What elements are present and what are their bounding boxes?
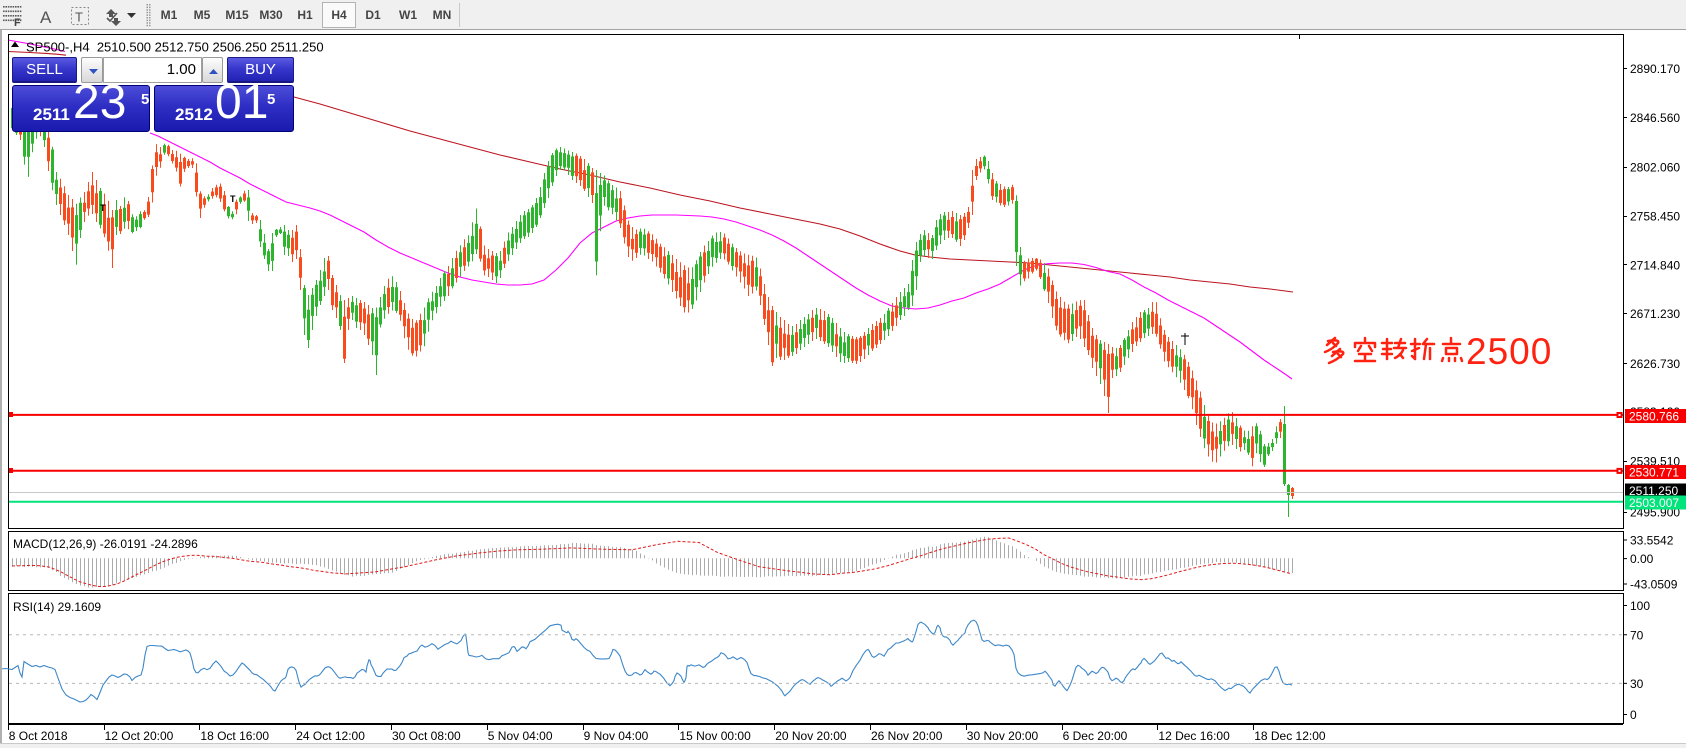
svg-text:2758.450: 2758.450 — [1630, 210, 1680, 224]
svg-text:2500: 2500 — [1466, 331, 1552, 372]
svg-text:26 Nov 20:00: 26 Nov 20:00 — [871, 729, 943, 743]
svg-text:RSI(14) 29.1609: RSI(14) 29.1609 — [13, 600, 101, 614]
svg-text:A: A — [40, 8, 52, 27]
svg-text:18 Oct 16:00: 18 Oct 16:00 — [200, 729, 269, 743]
svg-text:30 Nov 20:00: 30 Nov 20:00 — [967, 729, 1039, 743]
svg-text:0: 0 — [1630, 708, 1637, 722]
svg-text:70: 70 — [1630, 628, 1644, 642]
svg-text:2626.730: 2626.730 — [1630, 357, 1680, 371]
svg-text:30: 30 — [1630, 677, 1644, 691]
svg-text:T: T — [75, 10, 83, 25]
svg-text:20 Nov 20:00: 20 Nov 20:00 — [775, 729, 847, 743]
svg-text:2530.771: 2530.771 — [1629, 466, 1679, 480]
svg-text:15 Nov 00:00: 15 Nov 00:00 — [679, 729, 751, 743]
svg-text:18 Dec 12:00: 18 Dec 12:00 — [1254, 729, 1326, 743]
svg-text:MACD(12,26,9) -26.0191 -24.289: MACD(12,26,9) -26.0191 -24.2896 — [13, 537, 198, 551]
svg-text:2846.560: 2846.560 — [1630, 111, 1680, 125]
svg-text:9 Nov 04:00: 9 Nov 04:00 — [584, 729, 649, 743]
svg-text:2671.230: 2671.230 — [1630, 307, 1680, 321]
svg-text:SP500-,H4 2510.500 2512.750 2: SP500-,H4 2510.500 2512.750 2506.250 251… — [26, 40, 324, 55]
svg-text:T: T — [230, 194, 236, 204]
svg-text:24 Oct 12:00: 24 Oct 12:00 — [296, 729, 365, 743]
svg-text:33.5542: 33.5542 — [1630, 534, 1674, 548]
svg-text:8 Oct 2018: 8 Oct 2018 — [9, 729, 68, 743]
svg-text:2511.250: 2511.250 — [1629, 484, 1678, 498]
svg-text:-43.0509: -43.0509 — [1630, 578, 1678, 592]
svg-text:2714.840: 2714.840 — [1630, 258, 1680, 272]
svg-text:12 Dec 16:00: 12 Dec 16:00 — [1158, 729, 1230, 743]
svg-text:2580.766: 2580.766 — [1629, 410, 1679, 424]
svg-text:0.00: 0.00 — [1630, 552, 1654, 566]
svg-text:30 Oct 08:00: 30 Oct 08:00 — [392, 729, 461, 743]
svg-text:F: F — [14, 17, 21, 29]
svg-text:2802.060: 2802.060 — [1630, 161, 1680, 175]
svg-text:6 Dec 20:00: 6 Dec 20:00 — [1063, 729, 1128, 743]
svg-text:T: T — [100, 203, 106, 213]
svg-text:2503.007: 2503.007 — [1629, 496, 1679, 510]
svg-text:5 Nov 04:00: 5 Nov 04:00 — [488, 729, 553, 743]
svg-text:100: 100 — [1630, 599, 1650, 613]
svg-text:12 Oct 20:00: 12 Oct 20:00 — [105, 729, 174, 743]
svg-text:2890.170: 2890.170 — [1630, 62, 1680, 76]
